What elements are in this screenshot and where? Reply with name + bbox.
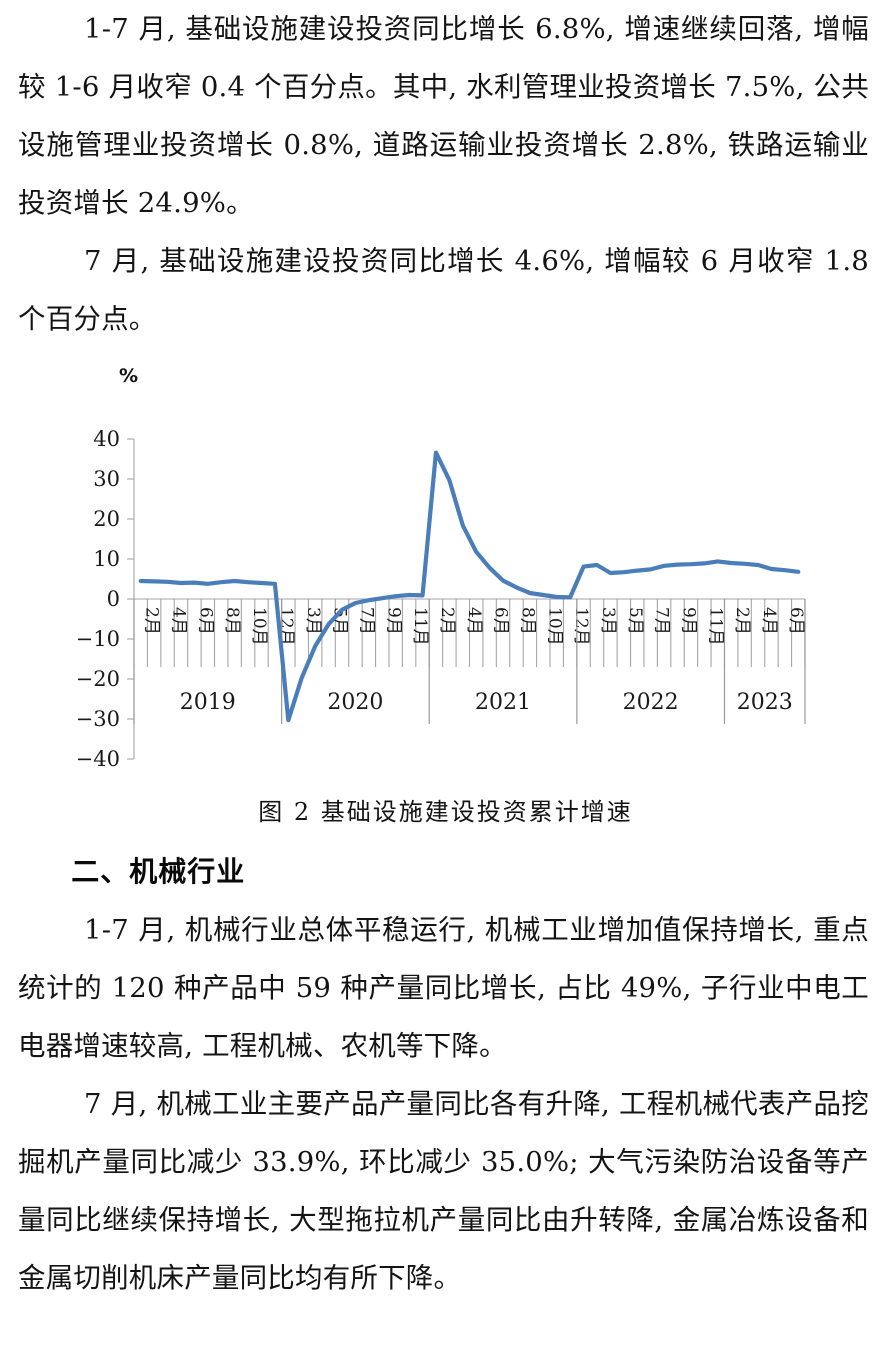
y-axis-tick-label: −10	[76, 627, 120, 651]
x-axis-month-label: 8月	[222, 607, 242, 635]
x-axis-month-label: 9月	[383, 607, 403, 635]
paragraph-infra-july: 7 月, 基础设施建设投资同比增长 4.6%, 增幅较 6 月收窄 1.8 个百…	[18, 245, 869, 335]
x-axis-year-label: 2019	[180, 690, 236, 715]
x-axis-month-label: 6月	[491, 607, 511, 635]
x-axis-month-label: 9月	[679, 607, 699, 635]
section-heading-machinery: 二、机械行业	[71, 855, 246, 888]
spacer-after-chart	[0, 784, 891, 792]
figure-caption: 图 2 基础设施建设投资累计增速	[258, 798, 633, 826]
x-axis-month-label: 11月	[410, 607, 430, 646]
x-axis-month-label: 3月	[598, 607, 618, 635]
y-axis-tick-label: 40	[93, 427, 120, 451]
x-axis-month-label: 5月	[330, 607, 350, 635]
x-axis-month-label: 6月	[195, 607, 215, 635]
x-axis-month-label: 11月	[705, 607, 725, 646]
x-axis-month-label: 6月	[786, 607, 806, 635]
x-axis-month-label: 5月	[625, 607, 645, 635]
x-axis-year-label: 2022	[623, 690, 679, 715]
x-axis-year-label: 2023	[737, 690, 793, 715]
paragraph-machinery-cumulative: 1-7 月, 机械行业总体平稳运行, 机械工业增加值保持增长, 重点统计的 12…	[18, 914, 869, 1062]
x-axis-month-label: 7月	[356, 607, 376, 635]
y-axis-tick-label: 10	[93, 547, 120, 571]
figure-2-chart: % 40 30 20 10 0 −10 −20 −30 −40 2月 4月 6月 8月 10月 12月 3月 5月…	[0, 364, 891, 784]
x-axis-month-label: 2月	[142, 607, 162, 635]
x-axis-month-label: 3月	[303, 607, 323, 635]
x-axis-month-label: 10月	[249, 607, 269, 646]
y-axis-tick-label: 20	[93, 507, 120, 531]
x-axis-month-label: 4月	[759, 607, 779, 635]
x-axis-month-label: 10月	[544, 607, 564, 646]
paragraph-infra-cumulative: 1-7 月, 基础设施建设投资同比增长 6.8%, 增速继续回落, 增幅较 1-…	[18, 13, 869, 219]
x-axis-year-label: 2020	[327, 690, 383, 715]
x-axis-month-label: 4月	[464, 607, 484, 635]
x-axis-year-label: 2021	[475, 690, 531, 715]
x-axis-month-label: 2月	[732, 607, 752, 635]
x-axis-month-label: 8月	[517, 607, 537, 635]
spacer-before-heading	[0, 827, 891, 843]
series-line-infrastructure-growth	[138, 450, 801, 723]
x-axis-month-label: 7月	[652, 607, 672, 635]
y-axis-tick-label: −30	[76, 707, 120, 731]
paragraph-machinery-july: 7 月, 机械工业主要产品产量同比各有升降, 工程机械代表产品挖掘机产量同比减少…	[18, 1088, 869, 1294]
y-axis-tick-label: 30	[93, 467, 120, 491]
x-axis-month-label: 12月	[571, 607, 591, 646]
y-axis-tick-label: −40	[76, 747, 120, 771]
x-axis-month-label: 4月	[169, 607, 189, 635]
y-axis-tick-label: −20	[76, 667, 120, 691]
y-axis-tick-label: 0	[107, 587, 120, 611]
spacer-before-chart	[0, 348, 891, 364]
y-axis-unit-label: %	[119, 365, 138, 387]
x-axis-month-label: 2月	[437, 607, 457, 635]
